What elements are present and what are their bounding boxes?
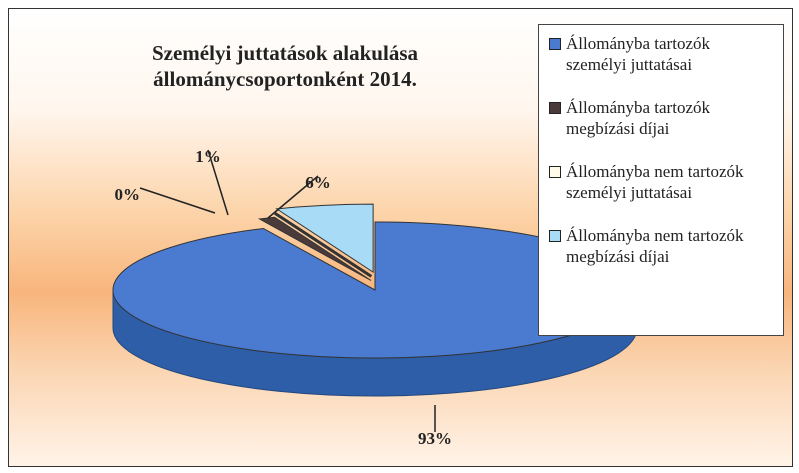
legend-entry: Állományba tartozók személyi juttatásai — [549, 33, 773, 75]
slice — [275, 203, 374, 274]
slice — [257, 216, 372, 281]
data-label: 93% — [418, 429, 452, 448]
leader-line — [139, 187, 216, 214]
data-label: 6% — [305, 173, 331, 192]
legend-label: Állományba tartozók személyi juttatásai — [566, 34, 710, 74]
legend-entry: Állományba nem tartozók személyi juttatá… — [549, 161, 773, 203]
leader-line — [267, 175, 319, 219]
legend: Állományba tartozók személyi juttatásai Á… — [538, 24, 784, 336]
data-label: 0% — [115, 185, 141, 204]
legend-label: Állományba nem tartozók megbízási díjai — [566, 226, 744, 266]
legend-swatch — [549, 230, 561, 242]
legend-swatch — [549, 38, 561, 50]
slice — [274, 211, 373, 278]
legend-entry: Állományba nem tartozók megbízási díjai — [549, 225, 773, 267]
leader-line — [207, 149, 229, 216]
legend-label: Állományba tartozók megbízási díjai — [566, 98, 710, 138]
data-label: 1% — [195, 147, 221, 166]
legend-label: Állományba nem tartozók személyi juttatá… — [566, 162, 744, 202]
legend-swatch — [549, 166, 561, 178]
legend-entry: Állományba tartozók megbízási díjai — [549, 97, 773, 139]
legend-swatch — [549, 102, 561, 114]
chart-title: Személyi juttatások alakulása állománycs… — [151, 41, 418, 91]
